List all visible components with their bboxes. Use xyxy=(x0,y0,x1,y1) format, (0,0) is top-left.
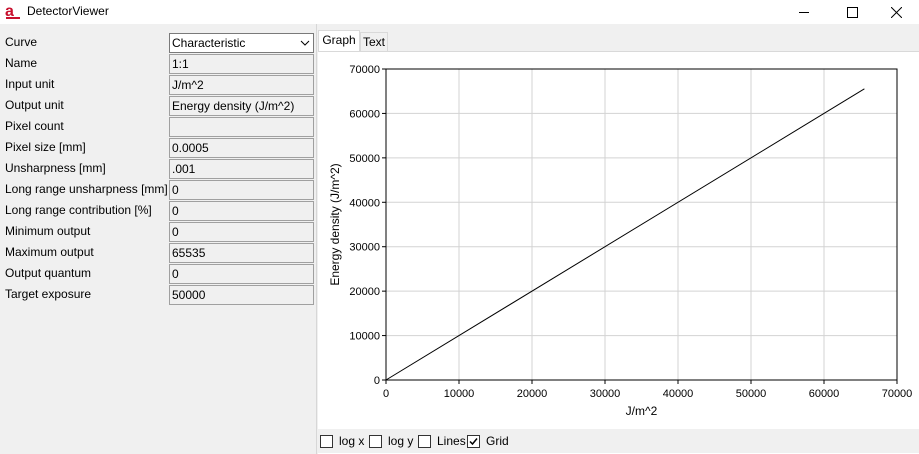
pixel-count-field[interactable] xyxy=(169,117,314,137)
grid-label: Grid xyxy=(486,434,509,448)
output-unit-field[interactable]: Energy density (J/m^2) xyxy=(169,96,314,116)
x-tick-label: 50000 xyxy=(736,388,767,400)
title-bar: a DetectorViewer xyxy=(0,0,919,24)
curve-select-value: Characteristic xyxy=(172,36,246,50)
series-line xyxy=(385,88,865,381)
prop-label-output-quantum: Output quantum xyxy=(5,266,92,280)
y-tick-label: 10000 xyxy=(349,331,380,343)
log-x-label: log x xyxy=(339,434,365,448)
target-exposure-field[interactable]: 50000 xyxy=(169,285,314,305)
unsharpness-field[interactable]: .001 xyxy=(169,159,314,179)
y-tick-label: 70000 xyxy=(349,64,380,76)
prop-label-name: Name xyxy=(5,56,38,70)
long-range-unsharpness-field[interactable]: 0 xyxy=(169,180,314,200)
y-tick-label: 30000 xyxy=(349,242,380,254)
app-icon: a xyxy=(5,3,20,20)
prop-label-curve: Curve xyxy=(5,35,38,49)
plot-frame xyxy=(385,68,898,381)
maximize-icon xyxy=(846,6,858,18)
log-x-checkbox[interactable]: log x xyxy=(320,433,364,449)
y-tick-label: 50000 xyxy=(349,153,380,165)
graph-options-bar: log x log y Lines Grid xyxy=(318,429,919,453)
checkmark-icon xyxy=(469,437,478,445)
y-tick-label: 0 xyxy=(374,375,380,387)
x-tick-label: 0 xyxy=(383,388,389,400)
y-axis-label: Energy density (J/m^2) xyxy=(328,163,342,285)
curve-select[interactable]: Characteristic xyxy=(169,33,314,53)
name-field[interactable]: 1:1 xyxy=(169,54,314,74)
prop-label-pixel-count: Pixel count xyxy=(5,119,64,133)
graph-panel: 0 10000 20000 30000 40000 50000 60000 70000 0 100… xyxy=(318,51,919,454)
tab-text-label: Text xyxy=(362,35,385,49)
prop-label-long-range-unsharpness: Long range unsharpness [mm] xyxy=(5,182,168,196)
x-tick-label: 30000 xyxy=(590,388,621,400)
x-axis-label: J/m^2 xyxy=(626,404,658,418)
x-tick-label: 40000 xyxy=(663,388,694,400)
prop-label-input-unit: Input unit xyxy=(5,77,55,91)
chevron-down-icon xyxy=(300,40,310,46)
prop-label-minimum-output: Minimum output xyxy=(5,224,91,238)
log-y-label: log y xyxy=(388,434,414,448)
prop-label-unsharpness: Unsharpness [mm] xyxy=(5,161,106,175)
prop-label-output-unit: Output unit xyxy=(5,98,64,112)
lines-checkbox-box[interactable] xyxy=(418,434,431,448)
grid-checkbox-box[interactable] xyxy=(467,434,480,448)
characteristic-chart: 0 10000 20000 30000 40000 50000 60000 70000 0 100… xyxy=(328,64,913,418)
x-tick-label: 10000 xyxy=(444,388,475,400)
svg-text:a: a xyxy=(5,3,14,20)
prop-label-maximum-output: Maximum output xyxy=(5,245,94,259)
x-tick-label: 60000 xyxy=(809,388,840,400)
prop-label-target-exposure: Target exposure xyxy=(5,287,92,301)
log-y-checkbox-box[interactable] xyxy=(369,434,382,448)
output-quantum-field[interactable]: 0 xyxy=(169,264,314,284)
prop-label-pixel-size: Pixel size [mm] xyxy=(5,140,86,154)
y-tick-label: 40000 xyxy=(349,197,380,209)
log-y-checkbox[interactable]: log y xyxy=(369,433,413,449)
close-icon xyxy=(890,6,902,18)
maximize-button[interactable] xyxy=(829,0,875,24)
tab-graph[interactable]: Graph xyxy=(318,30,360,51)
lines-checkbox[interactable]: Lines xyxy=(418,433,466,449)
panel-splitter[interactable] xyxy=(316,24,317,454)
tab-graph-label: Graph xyxy=(322,33,356,47)
maximum-output-field[interactable]: 65535 xyxy=(169,243,314,263)
input-unit-field[interactable]: J/m^2 xyxy=(169,75,314,95)
x-tick-label: 70000 xyxy=(882,388,913,400)
minimize-icon xyxy=(798,11,809,13)
minimum-output-field[interactable]: 0 xyxy=(169,222,314,242)
window-title: DetectorViewer xyxy=(27,4,109,18)
close-button[interactable] xyxy=(873,0,919,24)
minimize-button[interactable] xyxy=(781,0,827,24)
client-area: Curve Characteristic Name 1:1 Input unit… xyxy=(0,24,919,454)
y-tick-label: 60000 xyxy=(349,108,380,120)
pixel-size-field[interactable]: 0.0005 xyxy=(169,138,314,158)
prop-label-long-range-contribution: Long range contribution [%] xyxy=(5,203,152,217)
grid-checkbox[interactable]: Grid xyxy=(467,433,509,449)
y-tick-label: 20000 xyxy=(349,286,380,298)
lines-label: Lines xyxy=(437,434,466,448)
tab-text[interactable]: Text xyxy=(360,32,388,51)
x-tick-label: 20000 xyxy=(517,388,548,400)
log-x-checkbox-box[interactable] xyxy=(320,434,333,448)
long-range-contribution-field[interactable]: 0 xyxy=(169,201,314,221)
